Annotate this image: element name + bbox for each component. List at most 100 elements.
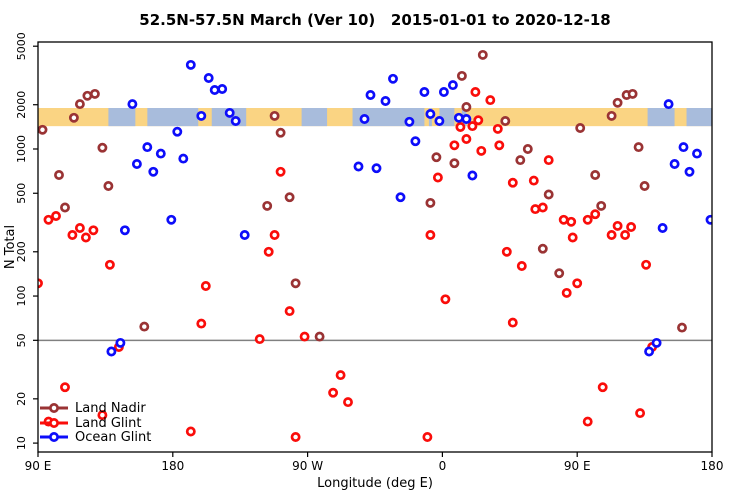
map-band [38,107,712,127]
legend-symbol-circle [49,432,59,442]
data-point [200,281,211,291]
data-point [172,126,183,137]
x-tick-label: 90 E [564,459,591,473]
data-point [590,209,601,220]
data-point [554,268,565,279]
data-point [43,214,54,225]
series-land-glint [38,87,658,442]
series-ocean-glint [106,59,712,357]
y-tick-label: 100 [15,286,28,307]
data-point [262,200,273,211]
data-point [431,152,442,163]
data-point [82,90,93,101]
data-point [597,382,608,393]
data-point [582,416,593,427]
data-point [558,214,569,225]
data-point [485,95,496,106]
data-point [705,214,712,225]
data-point [395,192,406,203]
data-point [612,220,623,231]
data-point [74,99,85,110]
data-point [60,382,70,393]
y-tick-label: 500 [15,183,28,204]
data-point [612,97,623,108]
data-point [641,259,652,270]
data-point [104,259,115,270]
x-tick-label: 0 [439,459,447,473]
data-point [635,408,646,419]
data-point [567,232,578,243]
data-point [254,334,265,345]
data-point [54,170,64,180]
data-point [425,197,436,208]
data-point [269,110,280,121]
data-point [476,145,487,156]
data-point [461,102,472,112]
data-point [644,346,655,357]
data-point [230,116,241,126]
x-axis-label: Longitude (deg E) [317,476,433,491]
data-point [438,87,449,97]
data-point [88,225,99,236]
data-point [127,99,138,110]
data-point [119,225,130,236]
data-point [263,246,274,257]
data-point [74,223,85,233]
y-tick-label: 10 [15,436,28,450]
data-point [60,202,70,213]
data-point [507,317,518,328]
data-point [455,122,466,132]
data-point [196,318,207,329]
legend-symbol-circle [49,403,59,413]
data-point [522,144,533,154]
data-point [684,166,695,177]
data-point [115,337,126,348]
data-point [501,246,512,257]
data-point [224,107,235,118]
data-point [633,142,644,153]
data-point [425,230,436,240]
data-point [492,123,503,134]
data-point [678,142,689,153]
series-land-nadir [38,49,687,342]
data-point [284,306,295,317]
data-point [626,222,637,232]
data-point [275,166,286,177]
data-point [209,85,220,95]
data-point [365,90,376,100]
data-point [217,84,228,94]
data-point [473,115,484,126]
data-point [449,158,460,169]
data-point [692,148,702,159]
data-point [166,214,177,225]
y-tick-label: 1000 [15,135,28,163]
map-band-ocean-segment [301,107,328,127]
data-point [515,155,526,166]
data-point [453,112,464,123]
data-point [449,140,460,151]
y-tick-label: 200 [15,241,28,262]
data-point [269,230,280,240]
data-point [530,204,541,215]
x-tick-label: 180 [161,459,184,473]
data-point [67,230,78,240]
data-point [461,134,472,144]
map-band-ocean-segment [108,107,136,127]
data-point [572,278,583,289]
data-point [657,223,668,233]
data-point [606,110,617,121]
map-band-ocean-segment [147,107,199,127]
data-point [410,136,421,147]
data-point [139,321,150,332]
data-point [561,287,572,298]
data-point [196,110,207,121]
data-point [38,124,48,135]
data-point [434,116,445,126]
data-point [590,170,601,180]
data-point [89,88,100,99]
data-point [155,148,166,159]
data-point [651,337,662,348]
legend-label-ocean-glint: Ocean Glint [75,430,151,445]
data-point [68,112,79,123]
